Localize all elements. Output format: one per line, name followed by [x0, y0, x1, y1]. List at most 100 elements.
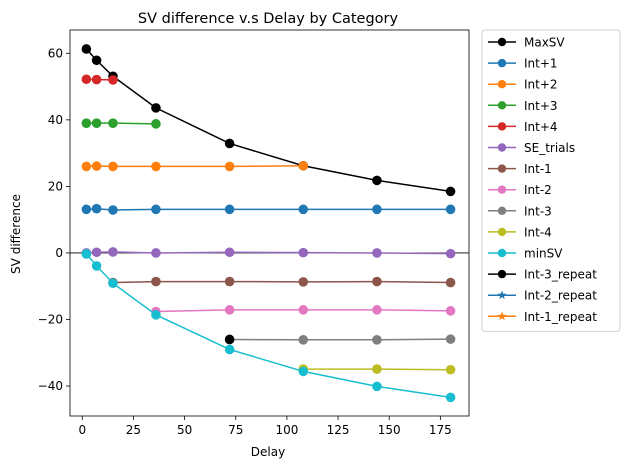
series-line — [229, 338, 451, 341]
legend-label: Int-2 — [524, 183, 552, 197]
data-point — [91, 55, 102, 66]
series-line — [85, 48, 451, 193]
data-point — [445, 277, 456, 288]
legend-entry: Int+4 — [488, 120, 558, 134]
legend-entry: Int+3 — [488, 99, 558, 113]
x-tick-label: 150 — [378, 423, 401, 437]
data-point — [151, 248, 161, 258]
series-SE_trials — [81, 247, 456, 259]
data-point — [372, 276, 382, 287]
legend-marker — [497, 101, 507, 110]
data-point — [224, 138, 235, 149]
data-point — [298, 247, 309, 258]
legend-label: Int+1 — [524, 57, 558, 71]
data-point — [445, 392, 456, 403]
legend-marker — [497, 290, 507, 299]
legend-label: minSV — [524, 247, 563, 261]
data-point — [298, 366, 309, 377]
data-point — [81, 161, 92, 172]
x-tick-label: 175 — [429, 423, 452, 437]
data-point — [372, 305, 382, 315]
data-point — [81, 74, 92, 85]
axes-frame — [69, 29, 470, 417]
legend-marker — [497, 80, 507, 89]
x-tick-label: 125 — [327, 423, 350, 437]
data-point — [151, 161, 161, 172]
data-point — [372, 364, 382, 374]
data-point — [372, 248, 382, 258]
series-Int+1 — [81, 203, 456, 215]
series-layer — [81, 44, 456, 403]
legend-entry: Int+1 — [488, 57, 558, 71]
legend-marker — [497, 311, 507, 321]
legend-label: Int-1_repeat — [524, 310, 597, 324]
y-axis-title: SV difference — [9, 194, 23, 274]
legend: MaxSV Int+1 Int+2 Int+3 Int+4 SE_trials Int-1 I… — [481, 29, 621, 332]
legend-entry: MaxSV — [488, 36, 565, 50]
data-point — [298, 334, 309, 345]
data-point — [108, 278, 118, 289]
legend-marker — [497, 185, 507, 194]
series-line — [85, 253, 451, 399]
legend-label: Int-2_repeat — [524, 289, 597, 303]
data-point — [445, 334, 456, 344]
data-point — [298, 160, 309, 171]
x-axis-title: Delay — [251, 445, 285, 459]
data-point — [91, 74, 102, 85]
legend-entry: Int-3_repeat — [488, 268, 597, 282]
ticks: 0 25 50 75 100 125 150 175 −40 −20 0 20 40 60 — [38, 46, 452, 437]
legend-label: SE_trials — [524, 141, 575, 155]
series-line — [112, 280, 451, 284]
legend-entry: Int-2_repeat — [488, 289, 597, 303]
data-point — [298, 204, 309, 215]
legend-marker — [497, 206, 507, 215]
legend-label: Int+2 — [524, 78, 558, 92]
x-tick-label: 50 — [177, 423, 192, 437]
legend-entry: Int-1_repeat — [488, 310, 597, 324]
data-point — [445, 204, 456, 215]
data-point — [81, 44, 92, 54]
data-point — [151, 103, 161, 113]
legend-marker — [497, 248, 507, 258]
legend-entry: Int-2 — [488, 183, 552, 197]
data-point — [151, 204, 161, 215]
series-Int+3 — [81, 118, 161, 129]
x-tick-label: 25 — [126, 423, 141, 437]
legend-label: MaxSV — [524, 36, 565, 50]
data-point — [445, 306, 456, 316]
data-point — [91, 247, 102, 258]
data-point — [445, 186, 456, 197]
series-Int-3_repeat — [224, 334, 235, 345]
legend-entry: minSV — [488, 247, 563, 261]
legend-marker — [497, 269, 507, 279]
series-line — [86, 165, 304, 168]
series-Int-2 — [151, 305, 456, 317]
legend-marker — [497, 164, 507, 173]
data-point — [151, 276, 161, 287]
series-MaxSV — [81, 44, 456, 197]
data-point — [91, 118, 102, 128]
series-minSV — [81, 249, 456, 403]
data-point — [298, 277, 309, 287]
data-point — [224, 204, 235, 215]
legend-label: Int-3_repeat — [524, 268, 597, 282]
data-point — [108, 75, 118, 85]
legend-entry: Int-3 — [488, 204, 552, 218]
data-point — [151, 119, 161, 129]
y-tick-label: −20 — [38, 313, 63, 327]
chart-title: SV difference v.s Delay by Category — [138, 11, 399, 27]
data-point — [445, 364, 456, 375]
data-point — [372, 381, 382, 392]
legend-marker — [497, 58, 507, 68]
legend-label: Int+3 — [524, 99, 558, 113]
legend-label: Int-1 — [524, 162, 552, 176]
data-point — [108, 161, 118, 172]
series-Int+4 — [81, 74, 118, 85]
data-point — [224, 334, 235, 345]
y-tick-label: 0 — [55, 246, 63, 260]
legend-marker — [497, 227, 507, 237]
data-point — [224, 344, 235, 355]
data-point — [91, 261, 102, 271]
data-point — [108, 247, 118, 257]
